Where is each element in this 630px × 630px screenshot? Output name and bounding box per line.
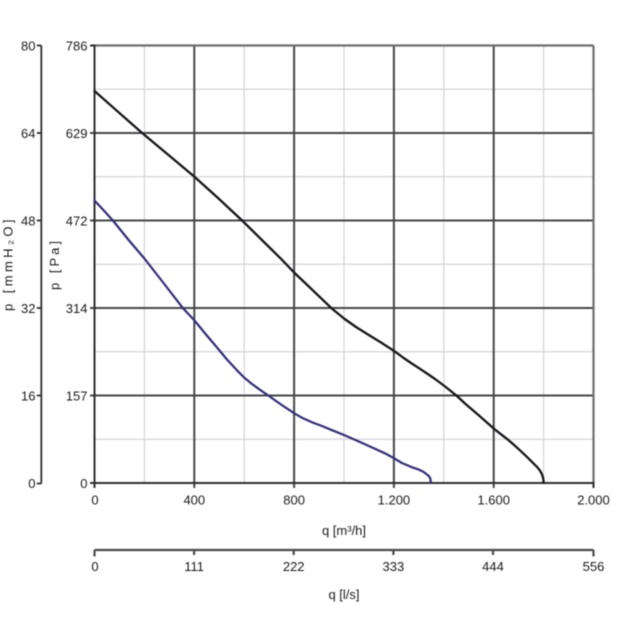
svg-text:q [m³/h]: q [m³/h] bbox=[322, 523, 366, 538]
svg-text:q [l/s]: q [l/s] bbox=[328, 587, 359, 602]
svg-text:786: 786 bbox=[66, 39, 88, 54]
svg-text:556: 556 bbox=[583, 559, 605, 574]
svg-text:0: 0 bbox=[28, 476, 35, 491]
svg-text:p [Pa]: p [Pa] bbox=[47, 238, 62, 290]
svg-text:1.600: 1.600 bbox=[477, 493, 510, 508]
svg-text:64: 64 bbox=[21, 126, 35, 141]
svg-text:222: 222 bbox=[283, 559, 305, 574]
svg-text:111: 111 bbox=[184, 559, 204, 574]
svg-text:80: 80 bbox=[21, 39, 35, 54]
svg-text:444: 444 bbox=[482, 559, 504, 574]
svg-text:629: 629 bbox=[66, 126, 88, 141]
svg-text:472: 472 bbox=[66, 214, 88, 229]
svg-text:333: 333 bbox=[383, 559, 405, 574]
svg-text:32: 32 bbox=[21, 301, 35, 316]
svg-text:0: 0 bbox=[91, 559, 98, 574]
svg-text:0: 0 bbox=[80, 476, 87, 491]
svg-text:0: 0 bbox=[91, 493, 98, 508]
svg-text:16: 16 bbox=[21, 389, 35, 404]
svg-text:157: 157 bbox=[66, 389, 88, 404]
svg-text:314: 314 bbox=[66, 301, 88, 316]
svg-text:48: 48 bbox=[21, 214, 35, 229]
svg-text:800: 800 bbox=[283, 493, 305, 508]
svg-text:1.200: 1.200 bbox=[378, 493, 411, 508]
svg-text:400: 400 bbox=[183, 493, 205, 508]
svg-text:2.000: 2.000 bbox=[577, 493, 610, 508]
svg-text:p [mmH₂O]: p [mmH₂O] bbox=[1, 216, 16, 311]
